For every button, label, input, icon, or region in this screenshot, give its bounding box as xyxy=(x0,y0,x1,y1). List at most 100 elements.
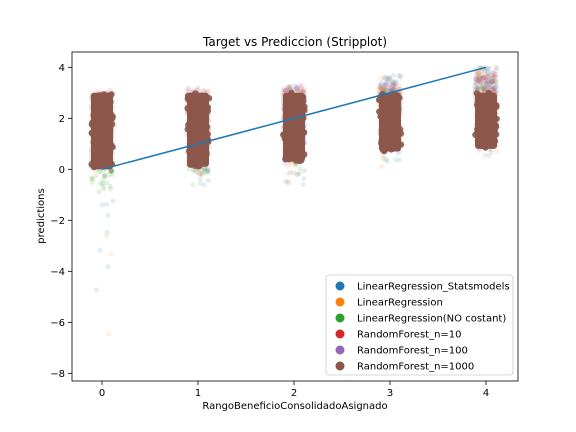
strip-band xyxy=(283,92,305,162)
data-point xyxy=(478,80,484,86)
data-point xyxy=(386,83,393,89)
data-point xyxy=(396,73,402,79)
data-point xyxy=(380,156,387,162)
data-point xyxy=(473,74,479,80)
data-point xyxy=(184,86,190,92)
data-point xyxy=(199,172,205,178)
data-point xyxy=(295,88,301,94)
data-point xyxy=(484,66,490,72)
legend: LinearRegression_Statsmodels LinearRegres… xyxy=(325,274,514,376)
data-point xyxy=(480,75,486,81)
data-point xyxy=(204,169,210,175)
data-point xyxy=(477,80,483,86)
data-point xyxy=(93,287,100,293)
data-point xyxy=(388,82,394,88)
x-tick-label: 2 xyxy=(291,388,297,399)
data-point xyxy=(88,175,94,181)
legend-marker xyxy=(335,297,345,307)
data-point xyxy=(300,182,306,188)
data-point xyxy=(489,79,495,85)
data-point xyxy=(283,87,289,93)
x-tick-label: 3 xyxy=(387,388,393,399)
strip-band xyxy=(91,92,113,170)
data-point xyxy=(377,84,383,90)
data-point xyxy=(190,182,196,188)
data-point xyxy=(473,76,479,82)
legend-marker xyxy=(335,345,345,355)
data-point xyxy=(477,75,483,81)
data-point xyxy=(476,85,482,92)
data-point xyxy=(390,81,396,87)
data-point xyxy=(104,180,110,186)
legend-marker xyxy=(335,361,345,371)
data-point xyxy=(201,182,207,188)
data-point xyxy=(475,70,481,76)
data-point xyxy=(488,73,494,79)
data-point xyxy=(286,83,293,89)
data-point xyxy=(380,82,386,88)
data-point xyxy=(387,84,393,90)
data-point xyxy=(481,85,487,91)
data-point xyxy=(298,84,304,90)
data-point xyxy=(391,82,397,88)
data-point xyxy=(101,173,107,179)
data-point xyxy=(285,84,292,90)
data-point xyxy=(384,87,390,93)
legend-marker xyxy=(335,313,345,323)
data-point xyxy=(492,75,498,81)
data-point xyxy=(478,73,484,79)
data-point xyxy=(190,168,196,174)
data-point xyxy=(492,85,498,91)
data-point xyxy=(99,202,105,208)
data-point xyxy=(381,85,387,91)
data-point xyxy=(493,148,499,154)
data-point xyxy=(109,168,115,174)
data-point xyxy=(491,85,497,91)
legend-label: LinearRegression(NO costant) xyxy=(357,314,506,325)
data-point xyxy=(294,171,300,177)
data-point xyxy=(97,168,103,174)
data-point xyxy=(378,76,384,82)
data-point xyxy=(294,84,300,90)
data-point xyxy=(205,167,211,173)
data-point xyxy=(388,87,394,93)
data-point xyxy=(285,180,291,186)
data-point xyxy=(477,79,483,85)
data-point xyxy=(297,166,303,172)
data-point xyxy=(384,80,390,86)
data-point xyxy=(485,74,491,80)
data-point xyxy=(186,85,192,91)
data-point xyxy=(392,86,398,92)
data-point xyxy=(488,84,494,90)
data-point xyxy=(482,86,488,92)
y-tick-label: −2 xyxy=(50,216,65,227)
data-point xyxy=(383,83,389,89)
data-point xyxy=(484,78,490,84)
data-point xyxy=(108,186,114,192)
data-point xyxy=(193,169,199,175)
data-point xyxy=(197,171,203,177)
data-point xyxy=(102,173,108,179)
data-point xyxy=(482,75,488,81)
data-point xyxy=(476,84,482,90)
legend-label: RandomForest_n=100 xyxy=(357,346,468,357)
axes-frame xyxy=(71,51,519,382)
data-point xyxy=(493,64,499,70)
data-point xyxy=(377,85,383,91)
data-point xyxy=(482,152,488,158)
data-point xyxy=(486,65,492,71)
data-point xyxy=(384,87,390,93)
data-point xyxy=(398,72,404,78)
data-point xyxy=(398,74,404,80)
data-point xyxy=(107,183,113,189)
data-point xyxy=(103,233,110,239)
data-point xyxy=(480,76,486,82)
data-point xyxy=(186,166,192,172)
data-point xyxy=(477,75,483,81)
data-point xyxy=(297,88,303,94)
data-point xyxy=(298,86,304,92)
data-point xyxy=(110,198,116,204)
legend-box xyxy=(325,274,514,376)
data-point xyxy=(301,176,307,182)
data-point xyxy=(382,81,388,87)
